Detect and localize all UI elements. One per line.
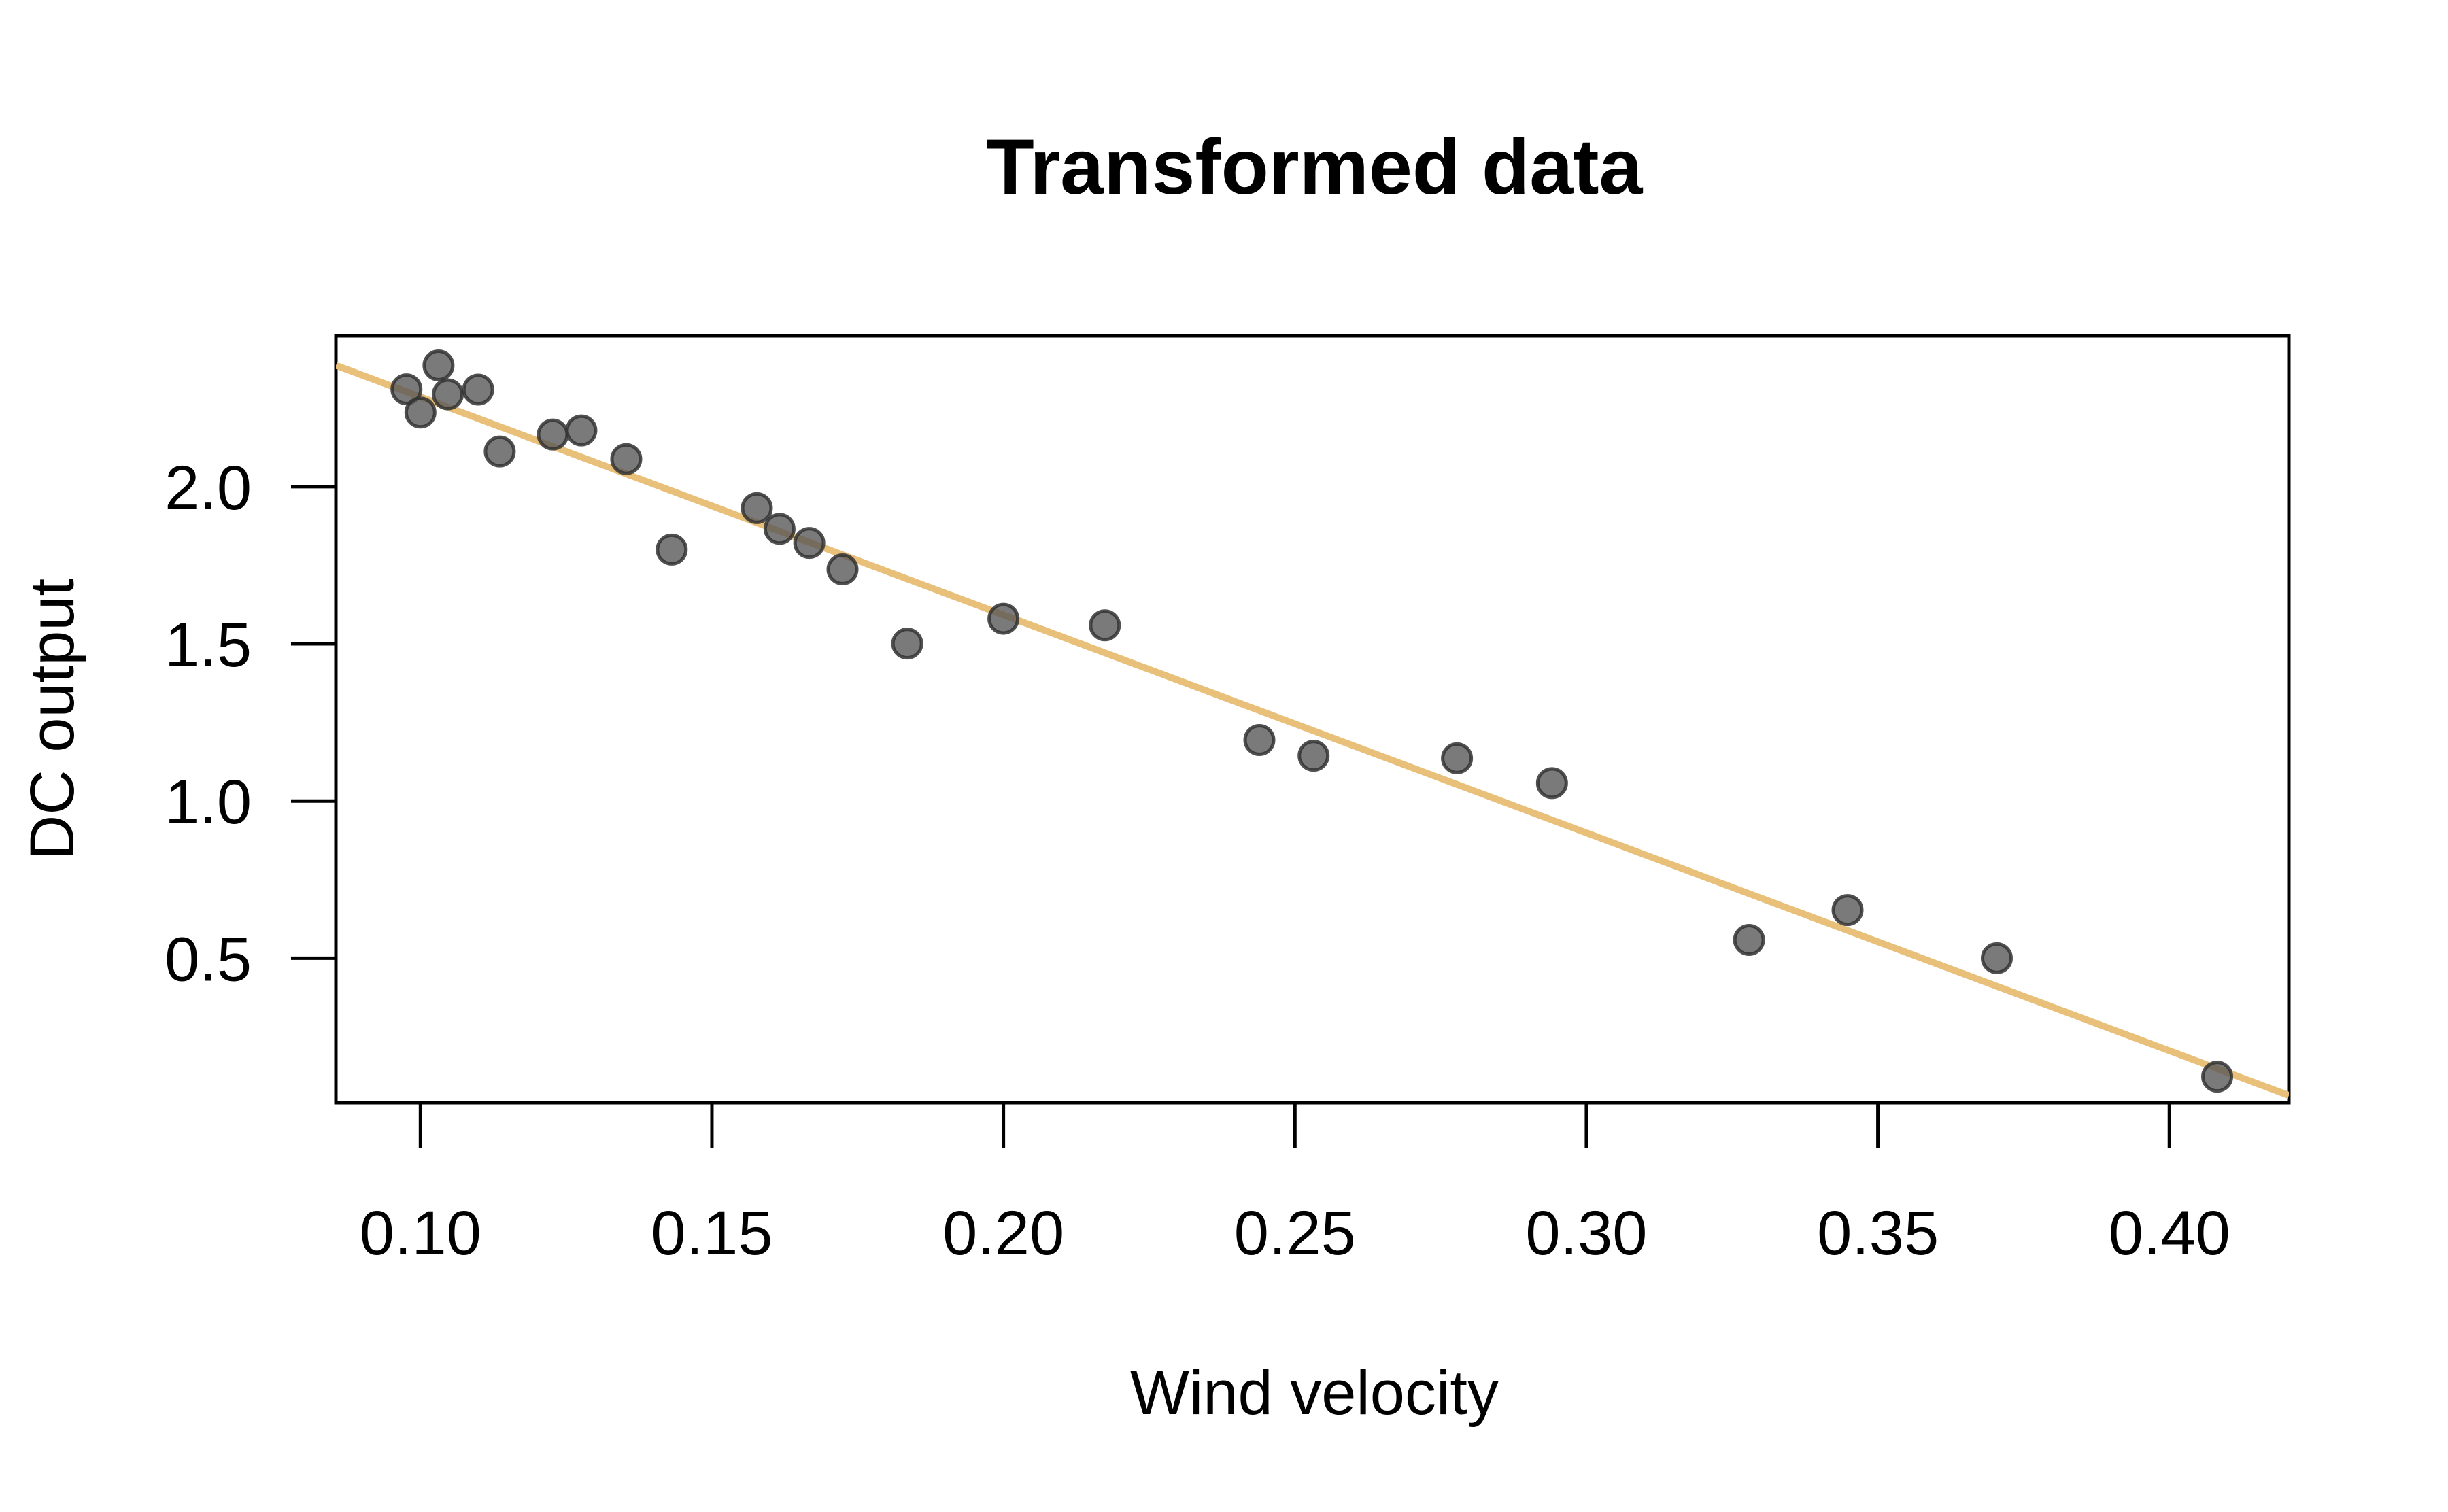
data-point <box>987 602 1020 635</box>
data-point <box>1089 609 1121 642</box>
data-point <box>793 527 826 560</box>
data-point <box>656 533 688 566</box>
data-points-layer <box>390 349 2234 1093</box>
x-axis: 0.10 0.15 0.20 0.25 0.30 0.35 0.40 <box>360 1101 2230 1268</box>
x-tick-label: 0.20 <box>942 1199 1064 1268</box>
chart-title: Transformed data <box>987 124 1644 211</box>
data-point <box>462 373 494 406</box>
data-point <box>1733 924 1765 957</box>
data-point <box>741 492 773 524</box>
data-point <box>891 628 923 660</box>
data-point <box>565 414 598 447</box>
data-point <box>826 553 859 585</box>
data-point <box>537 418 569 451</box>
data-point <box>1297 740 1330 772</box>
y-tick-label: 2.0 <box>165 453 252 523</box>
x-tick-label: 0.10 <box>360 1199 481 1268</box>
y-tick-label: 1.5 <box>165 611 252 680</box>
y-tick-label: 1.0 <box>165 768 252 837</box>
data-point <box>763 513 796 545</box>
x-axis-label: Wind velocity <box>1130 1358 1499 1428</box>
data-point <box>1243 724 1276 757</box>
data-point <box>390 373 423 406</box>
x-tick-label: 0.15 <box>651 1199 772 1268</box>
fit-line-layer <box>336 362 2289 1099</box>
y-axis: 0.5 1.0 1.5 2.0 <box>165 453 338 994</box>
data-point <box>483 435 516 468</box>
data-point <box>610 443 643 475</box>
x-tick-label: 0.25 <box>1234 1199 1356 1268</box>
data-point <box>1441 742 1474 774</box>
data-point <box>404 396 437 429</box>
x-tick-label: 0.35 <box>1817 1199 1939 1268</box>
data-point <box>1535 767 1568 800</box>
data-point <box>422 349 455 381</box>
data-point <box>1980 942 2013 974</box>
y-tick-label: 0.5 <box>165 925 252 994</box>
fit-line <box>336 362 2289 1099</box>
x-tick-label: 0.40 <box>2109 1199 2230 1268</box>
data-point <box>432 378 464 411</box>
x-tick-label: 0.30 <box>1525 1199 1647 1268</box>
data-point <box>1831 894 1864 927</box>
y-axis-label: DC output <box>18 579 87 860</box>
data-point <box>2201 1061 2234 1093</box>
